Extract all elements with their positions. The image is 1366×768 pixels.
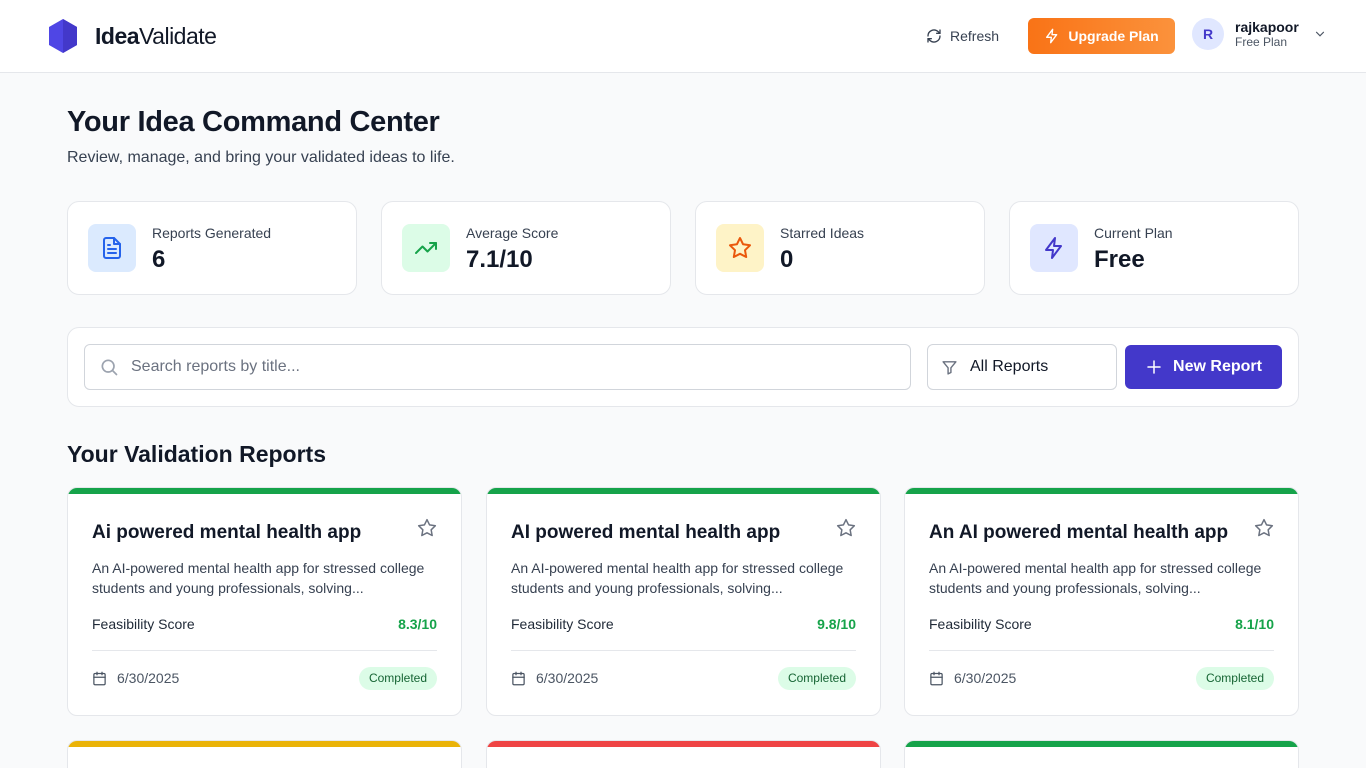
lightning-icon: [1045, 237, 1062, 259]
stat-card-reports-generated: Reports Generated 6: [67, 201, 357, 295]
stat-value: Free: [1094, 246, 1145, 273]
stat-label: Starred Ideas: [780, 225, 865, 241]
refresh-icon: [927, 29, 941, 43]
user-plan: Free Plan: [1235, 34, 1288, 49]
score-label: Feasibility Score: [511, 616, 614, 632]
status-bar: [905, 741, 1298, 747]
logo-text: IdeaValidate: [95, 22, 217, 50]
stat-icon-box: [716, 224, 764, 272]
report-title: AI powered mental health app: [511, 522, 781, 543]
star-icon[interactable]: [1254, 518, 1274, 538]
star-icon[interactable]: [836, 518, 856, 538]
user-menu[interactable]: R rajkapoor Free Plan: [1192, 18, 1327, 50]
report-card[interactable]: Ai powered mental health app An AI-power…: [67, 487, 462, 716]
report-description: An AI-powered mental health app for stre…: [92, 560, 425, 596]
new-report-button[interactable]: New Report: [1125, 345, 1282, 389]
user-info: rajkapoor Free Plan: [1235, 19, 1299, 50]
stat-card-current-plan: Current Plan Free: [1009, 201, 1299, 295]
report-title: Ai powered mental health app: [92, 522, 362, 543]
report-date: 6/30/2025: [92, 670, 179, 686]
search-input[interactable]: [131, 358, 891, 376]
refresh-button[interactable]: Refresh: [918, 22, 1007, 50]
report-card[interactable]: [904, 740, 1299, 768]
stat-icon-box: [1030, 224, 1078, 272]
report-filter-select[interactable]: All Reports: [927, 344, 1117, 390]
star-icon: [729, 237, 751, 258]
calendar-icon: [93, 671, 106, 685]
score-value: 8.1/10: [1235, 616, 1274, 632]
report-description: An AI-powered mental health app for stre…: [511, 560, 844, 596]
divider: [929, 650, 1274, 651]
report-date-text: 6/30/2025: [117, 670, 180, 686]
report-date: 6/30/2025: [511, 670, 598, 686]
report-card[interactable]: AI powered mental health app An AI-power…: [486, 487, 881, 716]
status-bar: [487, 741, 880, 747]
upgrade-plan-button[interactable]: Upgrade Plan: [1028, 18, 1175, 54]
stat-label: Reports Generated: [152, 225, 272, 241]
lightning-icon: [1046, 28, 1058, 44]
filter-label: All Reports: [970, 358, 1049, 375]
user-name: rajkapoor: [1235, 18, 1299, 35]
calendar-icon: [512, 671, 525, 685]
stat-value: 0: [780, 246, 794, 273]
page-subtitle: Review, manage, and bring your validated…: [67, 149, 455, 166]
document-icon: [103, 237, 121, 259]
stat-value: 7.1/10: [466, 246, 533, 273]
new-report-label: New Report: [1173, 358, 1262, 375]
search-box: [84, 344, 911, 390]
score-label: Feasibility Score: [929, 616, 1032, 632]
report-date-text: 6/30/2025: [954, 670, 1017, 686]
calendar-icon: [930, 671, 943, 685]
trending-up-icon: [415, 242, 437, 254]
page-title: Your Idea Command Center: [67, 106, 440, 138]
report-title: An AI powered mental health app: [929, 522, 1229, 543]
score-value: 9.8/10: [817, 616, 856, 632]
status-bar: [487, 488, 880, 494]
stat-card-starred-ideas: Starred Ideas 0: [695, 201, 985, 295]
stat-label: Average Score: [466, 225, 559, 241]
chevron-down-icon: [1315, 31, 1324, 37]
avatar: R: [1192, 18, 1224, 50]
divider: [511, 650, 856, 651]
logo-hexagon-icon: [49, 19, 77, 53]
report-toolbar: All Reports New Report: [67, 327, 1299, 407]
logo-text-light: Validate: [139, 22, 217, 49]
status-badge: Completed: [358, 667, 437, 690]
report-card[interactable]: [486, 740, 881, 768]
app-logo[interactable]: IdeaValidate: [48, 18, 217, 54]
search-icon: [101, 359, 118, 376]
section-title: Your Validation Reports: [67, 441, 326, 467]
score-value: 8.3/10: [398, 616, 437, 632]
logo-text-bold: Idea: [95, 22, 140, 49]
status-bar: [68, 488, 461, 494]
top-header: IdeaValidate Refresh Upgrade Plan R rajk…: [0, 0, 1366, 73]
report-description: An AI-powered mental health app for stre…: [929, 560, 1262, 596]
refresh-label: Refresh: [950, 28, 1000, 44]
stat-card-average-score: Average Score 7.1/10: [381, 201, 671, 295]
star-icon[interactable]: [417, 518, 437, 538]
divider: [92, 650, 437, 651]
report-date: 6/30/2025: [929, 670, 1016, 686]
stat-icon-box: [88, 224, 136, 272]
report-card[interactable]: An AI powered mental health app An AI-po…: [904, 487, 1299, 716]
status-badge: Completed: [1195, 667, 1274, 690]
report-card[interactable]: [67, 740, 462, 768]
report-date-text: 6/30/2025: [536, 670, 599, 686]
stat-value: 6: [152, 246, 166, 273]
status-bar: [905, 488, 1298, 494]
stat-icon-box: [402, 224, 450, 272]
status-bar: [68, 741, 461, 747]
score-label: Feasibility Score: [92, 616, 195, 632]
upgrade-plan-label: Upgrade Plan: [1068, 28, 1159, 44]
filter-icon: [942, 360, 957, 375]
status-badge: Completed: [777, 667, 856, 690]
stat-label: Current Plan: [1094, 225, 1173, 241]
plus-icon: [1147, 360, 1161, 374]
